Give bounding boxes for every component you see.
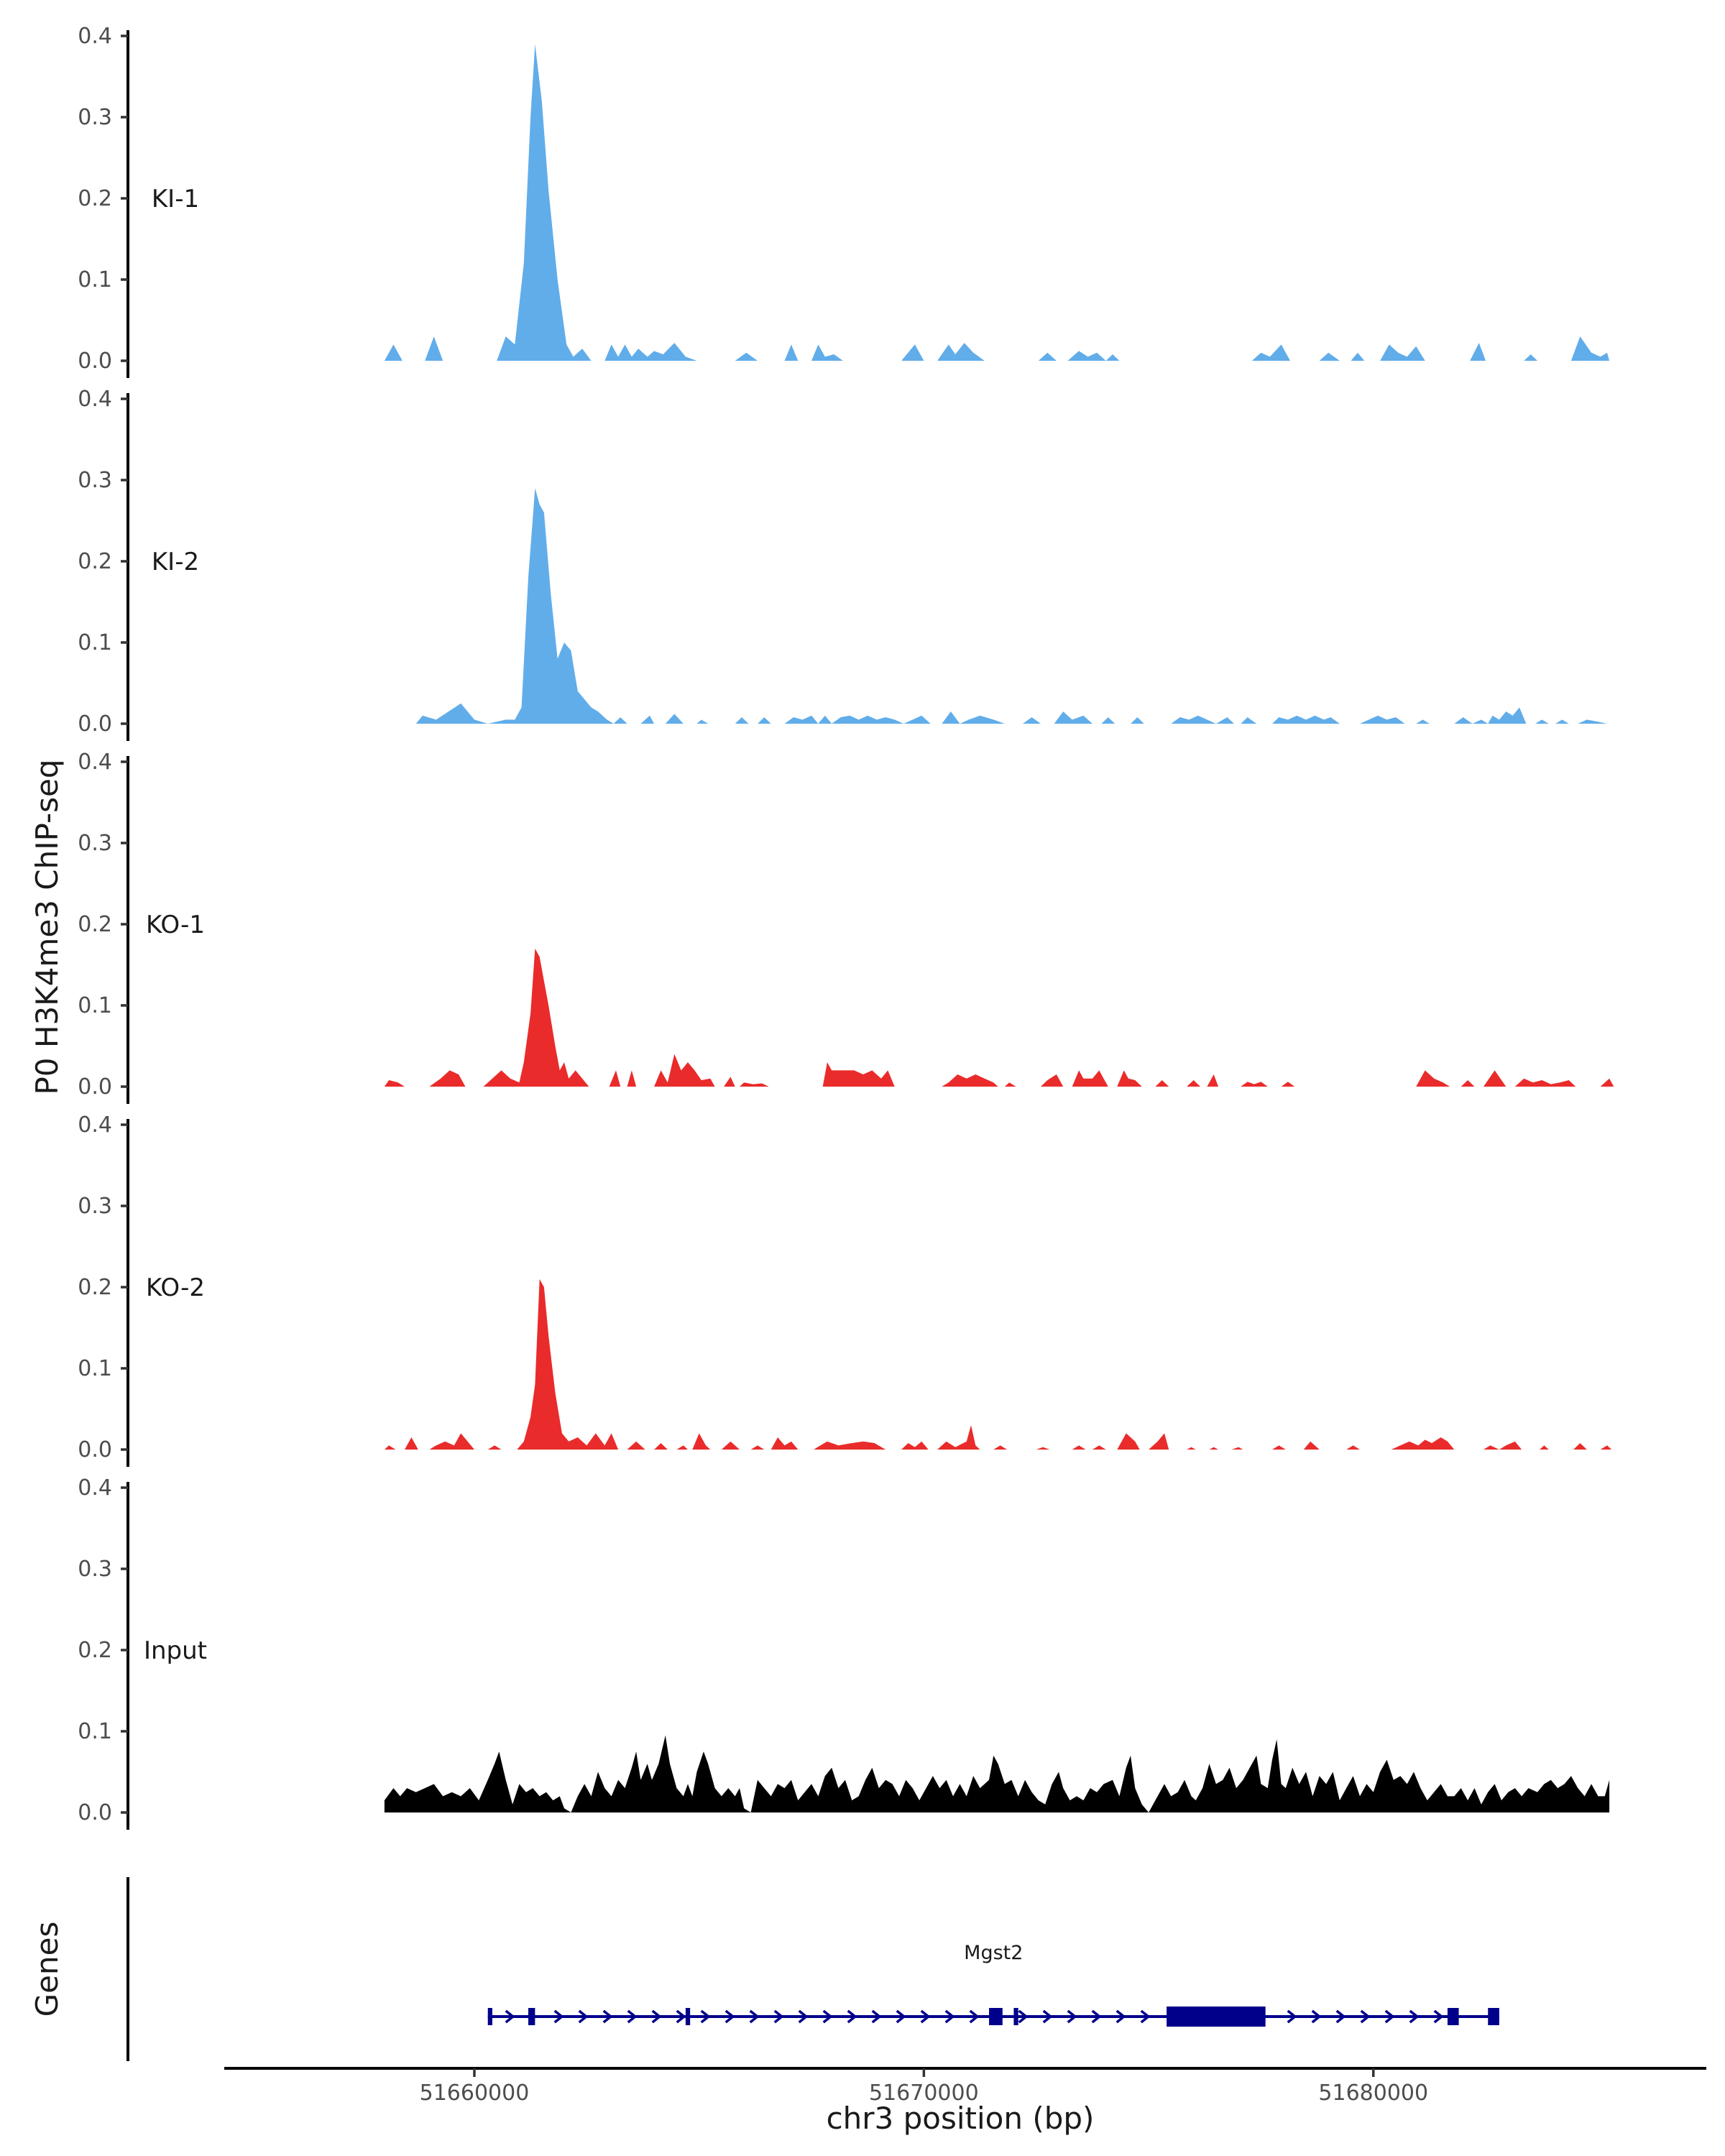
strand-arrow-icon [1311,2009,1322,2024]
y-tick-label: 0.1 [78,993,112,1018]
y-tick-label: 0.4 [78,24,112,49]
signal-area-input [384,1735,1610,1812]
y-tick-label: 0.1 [78,630,112,655]
strand-arrow-icon [896,2009,906,2024]
y-tick-label: 0.0 [78,349,112,374]
signal-area-ko-1 [384,948,1614,1087]
strand-arrow-icon [1287,2009,1297,2024]
track-label: KI-1 [152,185,199,213]
track-label: Input [144,1636,207,1665]
exon-block [1167,2007,1266,2027]
gene-name-label: Mgst2 [964,1942,1023,1964]
strand-arrow-icon [724,2009,735,2024]
y-tick-label: 0.3 [78,468,112,493]
strand-arrow-icon [871,2009,882,2024]
y-tick-label: 0.2 [78,549,112,574]
strand-arrow-icon [1042,2009,1053,2024]
strand-arrow-icon [553,2009,564,2024]
strand-arrow-icon [847,2009,857,2024]
exon-block [1488,2008,1499,2025]
exon-block [685,2008,691,2025]
y-tick-label: 0.4 [78,750,112,775]
strand-arrow-icon [1409,2009,1420,2024]
strand-arrow-icon [920,2009,931,2024]
y-axis-title: P0 H3K4me3 ChIP-seq [29,759,65,1095]
y-tick-label: 0.2 [78,1638,112,1663]
strand-arrow-icon [602,2009,613,2024]
strand-arrow-icon [1360,2009,1371,2024]
exon-block [989,2008,1003,2025]
strand-arrow-icon [773,2009,784,2024]
track-label: KO-1 [146,911,205,939]
strand-arrow-icon [1433,2009,1444,2024]
y-tick-label: 0.0 [78,1437,112,1462]
strand-arrow-icon [1018,2009,1029,2024]
track-ki-2: 0.0 0.1 0.2 0.3 0.4 KI-2 [78,387,1608,741]
strand-arrow-icon [1067,2009,1077,2024]
y-tick-label: 0.4 [78,387,112,412]
genes-track-title: Genes [29,1922,65,2017]
y-tick-label: 0.2 [78,912,112,937]
track-input: 0.0 0.1 0.2 0.3 0.4 Input [78,1475,1610,1830]
strand-arrow-icon [1384,2009,1395,2024]
exon-block [1013,2008,1018,2025]
track-ko-1: 0.0 0.1 0.2 0.3 0.4 KO-1 [78,750,1614,1104]
y-tick-label: 0.4 [78,1475,112,1501]
strand-arrow-icon [969,2009,980,2024]
signal-area-ko-2 [384,1279,1612,1450]
y-tick-label: 0.3 [78,105,112,130]
y-tick-label: 0.2 [78,1275,112,1300]
strand-arrow-icon [749,2009,760,2024]
strand-arrow-icon [1091,2009,1102,2024]
strand-arrow-icon [651,2009,662,2024]
strand-arrow-icon [822,2009,833,2024]
track-ko-2: 0.0 0.1 0.2 0.3 0.4 KO-2 [78,1112,1612,1467]
strand-arrow-icon [944,2009,955,2024]
x-tick-label: 51680000 [1318,2081,1428,2106]
y-tick-label: 0.0 [78,1800,112,1825]
track-label: KI-2 [152,548,199,576]
genes-track: Genes Mgst2 [29,1877,1499,2061]
exon-block [1447,2008,1459,2025]
signal-area-ki-1 [384,44,1610,361]
y-tick-label: 0.3 [78,1557,112,1582]
y-tick-label: 0.0 [78,711,112,737]
track-ki-1: 0.0 0.1 0.2 0.3 0.4 KI-1 [78,24,1610,378]
strand-arrow-icon [798,2009,809,2024]
x-axis-title: chr3 position (bp) [827,2101,1095,2136]
x-tick-label: 51670000 [869,2081,979,2106]
x-tick-label: 51660000 [420,2081,530,2106]
tracks-layer: 0.00.10.20.30.4KI-10.00.10.20.30.4KI-20.… [78,24,1614,1830]
y-tick-label: 0.1 [78,1356,112,1381]
strand-arrow-icon [578,2009,589,2024]
signal-area-ki-2 [415,488,1608,724]
strand-arrow-icon [1140,2009,1151,2024]
exon-block [487,2008,492,2025]
y-tick-label: 0.0 [78,1074,112,1100]
track-label: KO-2 [146,1273,205,1302]
y-tick-label: 0.3 [78,1194,112,1219]
strand-arrow-icon [627,2009,638,2024]
y-tick-label: 0.4 [78,1112,112,1138]
y-tick-label: 0.1 [78,267,112,292]
y-tick-label: 0.1 [78,1719,112,1744]
exon-block [528,2008,535,2025]
x-axis: 51660000 51670000 51680000 [224,2067,1706,2106]
strand-arrow-icon [676,2009,686,2024]
strand-arrow-icon [1116,2009,1126,2024]
strand-arrow-icon [1335,2009,1346,2024]
y-tick-label: 0.2 [78,186,112,211]
y-tick-label: 0.3 [78,831,112,856]
strand-arrow-icon [700,2009,711,2024]
strand-arrow-icon [505,2009,515,2024]
